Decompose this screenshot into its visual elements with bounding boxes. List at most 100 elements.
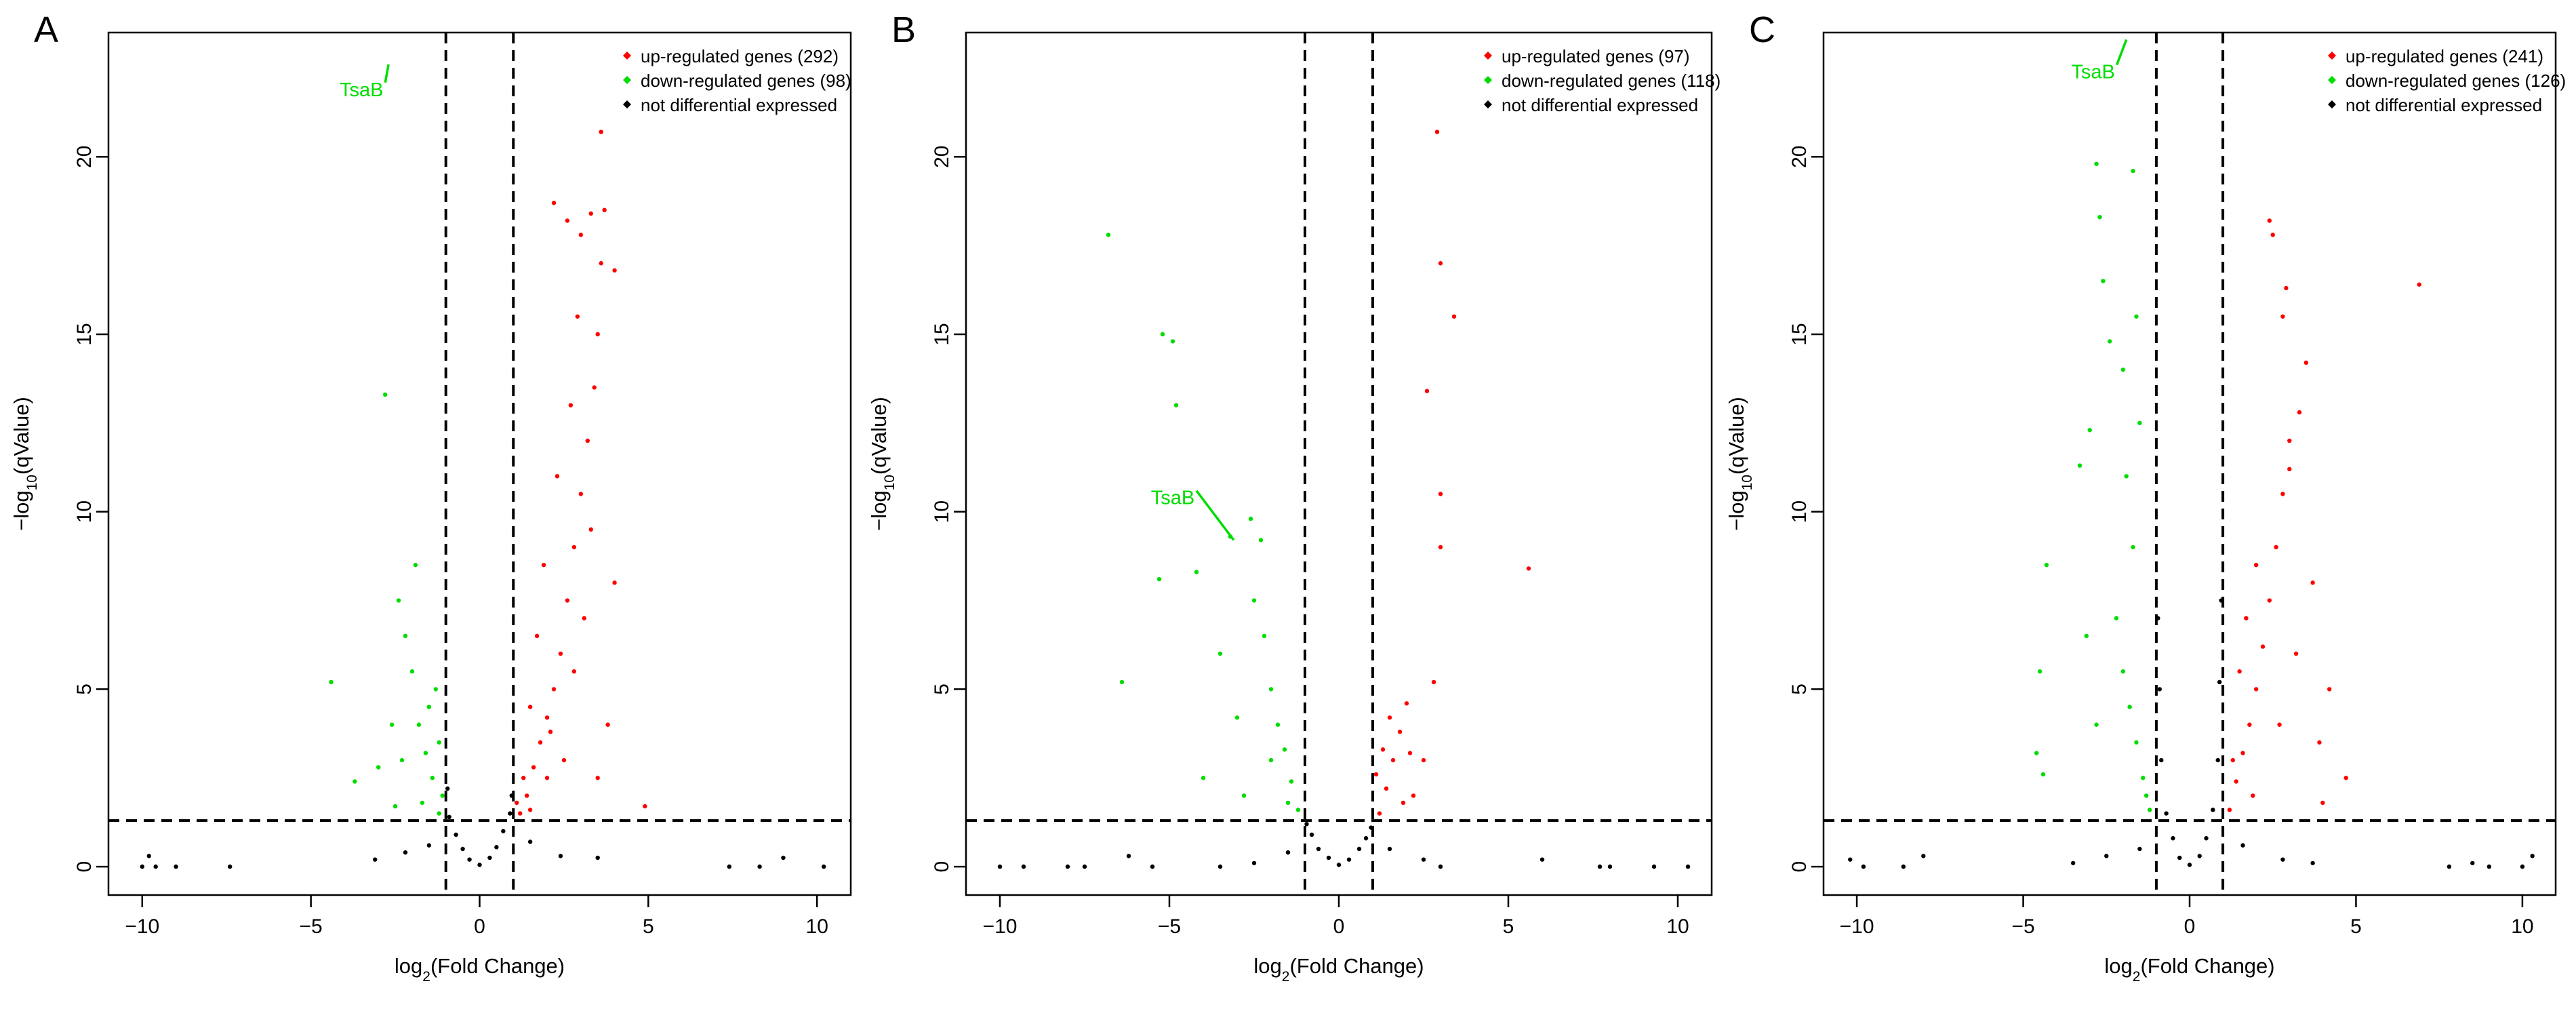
data-point-down-regulated-genes <box>1106 233 1111 237</box>
data-point-down-regulated-genes <box>1241 793 1247 798</box>
legend-entry: up-regulated genes (241) <box>2346 46 2543 66</box>
data-point-not-differential-expressed <box>558 854 563 858</box>
data-point-not-differential-expressed <box>2104 854 2109 858</box>
data-point-not-differential-expressed <box>821 864 826 869</box>
data-point-up-regulated-genes <box>2240 751 2245 755</box>
data-point-not-differential-expressed <box>1597 864 1603 869</box>
data-point-up-regulated-genes <box>2287 467 2292 472</box>
data-point-not-differential-expressed <box>1438 864 1443 869</box>
data-point-up-regulated-genes <box>571 544 577 550</box>
data-point-up-regulated-genes <box>612 268 617 273</box>
data-point-not-differential-expressed <box>727 864 732 869</box>
data-point-down-regulated-genes <box>376 765 381 770</box>
data-point-not-differential-expressed <box>153 864 158 869</box>
data-point-not-differential-expressed <box>2280 857 2285 862</box>
data-point-up-regulated-genes <box>1451 314 1457 319</box>
legend-entry: not differential expressed <box>641 95 837 115</box>
data-point-up-regulated-genes <box>2267 218 2272 223</box>
data-point-down-regulated-genes <box>2120 669 2126 674</box>
y-tick-label: 0 <box>1788 861 1811 873</box>
data-point-down-regulated-genes <box>403 633 408 639</box>
data-point-not-differential-expressed <box>445 786 450 791</box>
data-point-not-differential-expressed <box>174 864 178 869</box>
panel-b: B −10 −5 0 5 10 0 5 10 15 20 log2(Fold Change) −log1… <box>867 9 1720 985</box>
data-point-not-differential-expressed <box>1861 864 1866 869</box>
data-point-up-regulated-genes <box>1438 261 1443 266</box>
data-point-not-differential-expressed <box>2177 855 2182 860</box>
data-point-up-regulated-genes <box>1431 679 1436 685</box>
data-point-up-regulated-genes <box>1438 544 1443 550</box>
data-point-up-regulated-genes <box>2270 233 2275 237</box>
y-tick-label: 20 <box>1788 146 1811 168</box>
data-point-down-regulated-genes <box>2087 428 2092 433</box>
data-point-down-regulated-genes <box>409 669 415 674</box>
data-point-up-regulated-genes <box>2244 616 2249 620</box>
y-tick-label: 15 <box>1788 323 1811 345</box>
data-point-down-regulated-genes <box>426 705 432 709</box>
panel-label: B <box>891 9 916 50</box>
points-layer <box>1848 161 2535 869</box>
data-point-down-regulated-genes <box>420 800 425 806</box>
x-tick-label: 0 <box>2184 915 2196 938</box>
data-point-not-differential-expressed <box>447 814 451 820</box>
data-point-up-regulated-genes <box>527 705 533 709</box>
data-point-not-differential-expressed <box>1217 864 1223 869</box>
data-point-down-regulated-genes <box>396 598 401 603</box>
legend-marker <box>623 100 631 108</box>
data-point-up-regulated-genes <box>2247 722 2252 727</box>
data-point-down-regulated-genes <box>1173 403 1179 408</box>
x-tick-label: −5 <box>2011 915 2034 938</box>
data-point-up-regulated-genes <box>1424 389 1430 393</box>
data-point-down-regulated-genes <box>440 793 445 798</box>
data-point-not-differential-expressed <box>1363 836 1369 841</box>
data-point-up-regulated-genes <box>531 765 536 770</box>
data-point-up-regulated-genes <box>541 562 546 568</box>
data-point-up-regulated-genes <box>2320 800 2325 806</box>
data-point-up-regulated-genes <box>578 492 584 496</box>
data-point-up-regulated-genes <box>1373 772 1379 777</box>
points-layer <box>140 130 826 869</box>
data-point-up-regulated-genes <box>551 687 557 692</box>
x-tick-label: −5 <box>1158 915 1181 938</box>
data-point-up-regulated-genes <box>1411 793 1416 798</box>
y-tick-label: 15 <box>73 323 96 345</box>
data-point-down-regulated-genes <box>1170 339 1175 344</box>
data-point-up-regulated-genes <box>538 740 543 745</box>
data-point-up-regulated-genes <box>571 669 577 674</box>
data-point-not-differential-expressed <box>1356 846 1362 852</box>
data-point-up-regulated-genes <box>2317 740 2322 745</box>
legend-entry: down-regulated genes (98) <box>641 71 851 91</box>
data-point-not-differential-expressed <box>2197 854 2202 858</box>
data-point-down-regulated-genes <box>413 562 418 568</box>
data-point-down-regulated-genes <box>2037 669 2042 674</box>
data-point-not-differential-expressed <box>1082 864 1087 869</box>
data-point-up-regulated-genes <box>2327 687 2332 692</box>
data-point-not-differential-expressed <box>1336 863 1342 867</box>
x-tick-label: 5 <box>643 915 654 938</box>
data-point-not-differential-expressed <box>2240 843 2245 848</box>
data-point-not-differential-expressed <box>1326 855 1331 860</box>
panel-label: C <box>1749 9 1775 50</box>
data-point-down-regulated-genes <box>2134 740 2139 745</box>
panel-label: A <box>34 9 58 50</box>
data-point-up-regulated-genes <box>551 201 557 205</box>
data-point-down-regulated-genes <box>2131 168 2135 174</box>
y-tick-label: 10 <box>73 500 96 523</box>
data-point-not-differential-expressed <box>508 811 512 816</box>
data-point-down-regulated-genes <box>1234 715 1240 720</box>
data-point-not-differential-expressed <box>477 863 482 867</box>
data-point-down-regulated-genes <box>437 740 441 745</box>
data-point-up-regulated-genes <box>2253 562 2259 568</box>
data-point-up-regulated-genes <box>2267 598 2272 603</box>
y-tick-label: 20 <box>73 146 96 168</box>
data-point-not-differential-expressed <box>1539 857 1545 862</box>
data-point-down-regulated-genes <box>1282 747 1287 752</box>
legend-marker <box>2328 52 2336 60</box>
legend-entry: up-regulated genes (292) <box>641 46 839 66</box>
data-point-up-regulated-genes <box>521 776 526 780</box>
data-point-not-differential-expressed <box>146 854 151 858</box>
data-point-up-regulated-genes <box>2280 492 2285 496</box>
legend-marker <box>2328 76 2336 84</box>
y-tick-label: 10 <box>931 500 953 523</box>
data-point-not-differential-expressed <box>1346 857 1352 862</box>
